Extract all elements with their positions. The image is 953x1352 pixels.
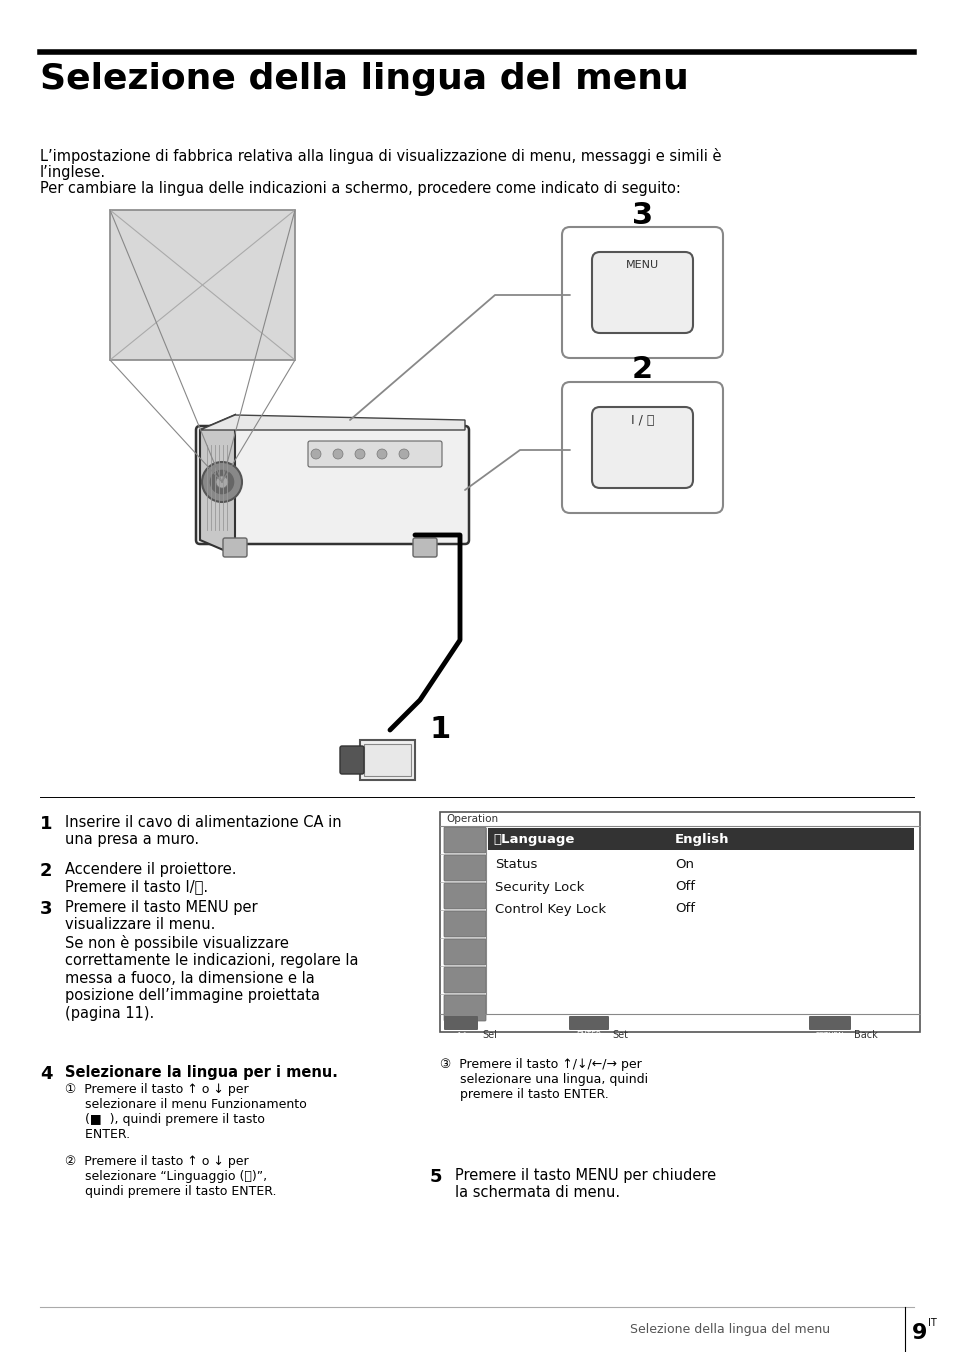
FancyBboxPatch shape	[443, 1015, 477, 1030]
FancyBboxPatch shape	[413, 538, 436, 557]
Circle shape	[215, 476, 228, 488]
FancyBboxPatch shape	[568, 1015, 608, 1030]
FancyBboxPatch shape	[592, 407, 692, 488]
Text: English: English	[675, 833, 729, 846]
Polygon shape	[200, 415, 464, 430]
Text: Per cambiare la lingua delle indicazioni a schermo, procedere come indicato di s: Per cambiare la lingua delle indicazioni…	[40, 181, 680, 196]
Text: ⒶLanguage: ⒶLanguage	[493, 833, 574, 846]
Polygon shape	[110, 210, 294, 360]
Text: MENU: MENU	[625, 260, 659, 270]
Text: ENTER: ENTER	[576, 1030, 601, 1040]
Text: Selezione della lingua del menu: Selezione della lingua del menu	[40, 62, 688, 96]
Text: On: On	[675, 859, 693, 872]
Text: Security Lock: Security Lock	[495, 880, 584, 894]
Bar	[439, 813, 919, 1032]
Text: Off: Off	[675, 880, 695, 894]
Circle shape	[333, 449, 343, 458]
Text: L’impostazione di fabbrica relativa alla lingua di visualizzazione di menu, mess: L’impostazione di fabbrica relativa alla…	[40, 147, 720, 164]
Text: 2: 2	[40, 863, 52, 880]
FancyBboxPatch shape	[443, 827, 485, 853]
Circle shape	[398, 449, 409, 458]
FancyBboxPatch shape	[364, 744, 411, 776]
Text: 2: 2	[631, 356, 653, 384]
Text: Selezione della lingua del menu: Selezione della lingua del menu	[629, 1324, 829, 1336]
Text: Premere il tasto MENU per
visualizzare il menu.
Se non è possibile visualizzare
: Premere il tasto MENU per visualizzare i…	[65, 900, 358, 1021]
FancyBboxPatch shape	[443, 911, 485, 937]
Text: I / ⏻: I / ⏻	[630, 414, 654, 426]
Text: ②  Premere il tasto ↑ o ↓ per
     selezionare “Linguaggio (Ⓐ)”,
     quindi pre: ② Premere il tasto ↑ o ↓ per selezionare…	[65, 1155, 276, 1198]
FancyBboxPatch shape	[443, 940, 485, 965]
Text: 1: 1	[430, 715, 451, 745]
FancyBboxPatch shape	[359, 740, 415, 780]
Text: 3: 3	[631, 200, 653, 230]
Text: Sel: Sel	[481, 1030, 497, 1040]
Text: RETURN: RETURN	[815, 1032, 843, 1038]
FancyBboxPatch shape	[443, 854, 485, 882]
Polygon shape	[200, 415, 234, 556]
Circle shape	[202, 462, 242, 502]
FancyBboxPatch shape	[443, 883, 485, 909]
Text: Off: Off	[675, 903, 695, 915]
FancyBboxPatch shape	[561, 227, 722, 358]
Text: 9: 9	[911, 1324, 926, 1343]
Text: 5: 5	[430, 1168, 442, 1186]
Circle shape	[355, 449, 365, 458]
FancyBboxPatch shape	[223, 538, 247, 557]
Text: 1: 1	[40, 815, 52, 833]
Text: ①  Premere il tasto ↑ o ↓ per
     selezionare il menu Funzionamento
     (■  ),: ① Premere il tasto ↑ o ↓ per selezionare…	[65, 1083, 307, 1141]
FancyBboxPatch shape	[592, 251, 692, 333]
FancyBboxPatch shape	[808, 1015, 850, 1030]
Text: ③  Premere il tasto ↑/↓/←/→ per
     selezionare una lingua, quindi
     premere: ③ Premere il tasto ↑/↓/←/→ per seleziona…	[439, 1059, 647, 1101]
Circle shape	[311, 449, 320, 458]
Text: Inserire il cavo di alimentazione CA in
una presa a muro.: Inserire il cavo di alimentazione CA in …	[65, 815, 341, 848]
Text: Operation: Operation	[446, 814, 497, 823]
Text: Premere il tasto MENU per chiudere
la schermata di menu.: Premere il tasto MENU per chiudere la sc…	[455, 1168, 716, 1201]
Circle shape	[376, 449, 387, 458]
Bar	[488, 827, 913, 850]
Text: Status: Status	[495, 859, 537, 872]
FancyBboxPatch shape	[195, 426, 469, 544]
Text: ◆◇: ◆◇	[455, 1030, 468, 1040]
Text: l’inglese.: l’inglese.	[40, 165, 106, 180]
Text: Back: Back	[853, 1030, 877, 1040]
Text: 3: 3	[40, 900, 52, 918]
Text: 4: 4	[40, 1065, 52, 1083]
FancyBboxPatch shape	[339, 746, 364, 773]
Text: Accendere il proiettore.
Premere il tasto I/⏻.: Accendere il proiettore. Premere il tast…	[65, 863, 236, 895]
Text: Set: Set	[612, 1030, 627, 1040]
FancyBboxPatch shape	[443, 995, 485, 1021]
Text: Control Key Lock: Control Key Lock	[495, 903, 605, 915]
Circle shape	[209, 469, 234, 495]
FancyBboxPatch shape	[561, 383, 722, 512]
Text: Selezionare la lingua per i menu.: Selezionare la lingua per i menu.	[65, 1065, 337, 1080]
Text: IT: IT	[927, 1318, 936, 1328]
FancyBboxPatch shape	[308, 441, 441, 466]
FancyBboxPatch shape	[443, 967, 485, 992]
